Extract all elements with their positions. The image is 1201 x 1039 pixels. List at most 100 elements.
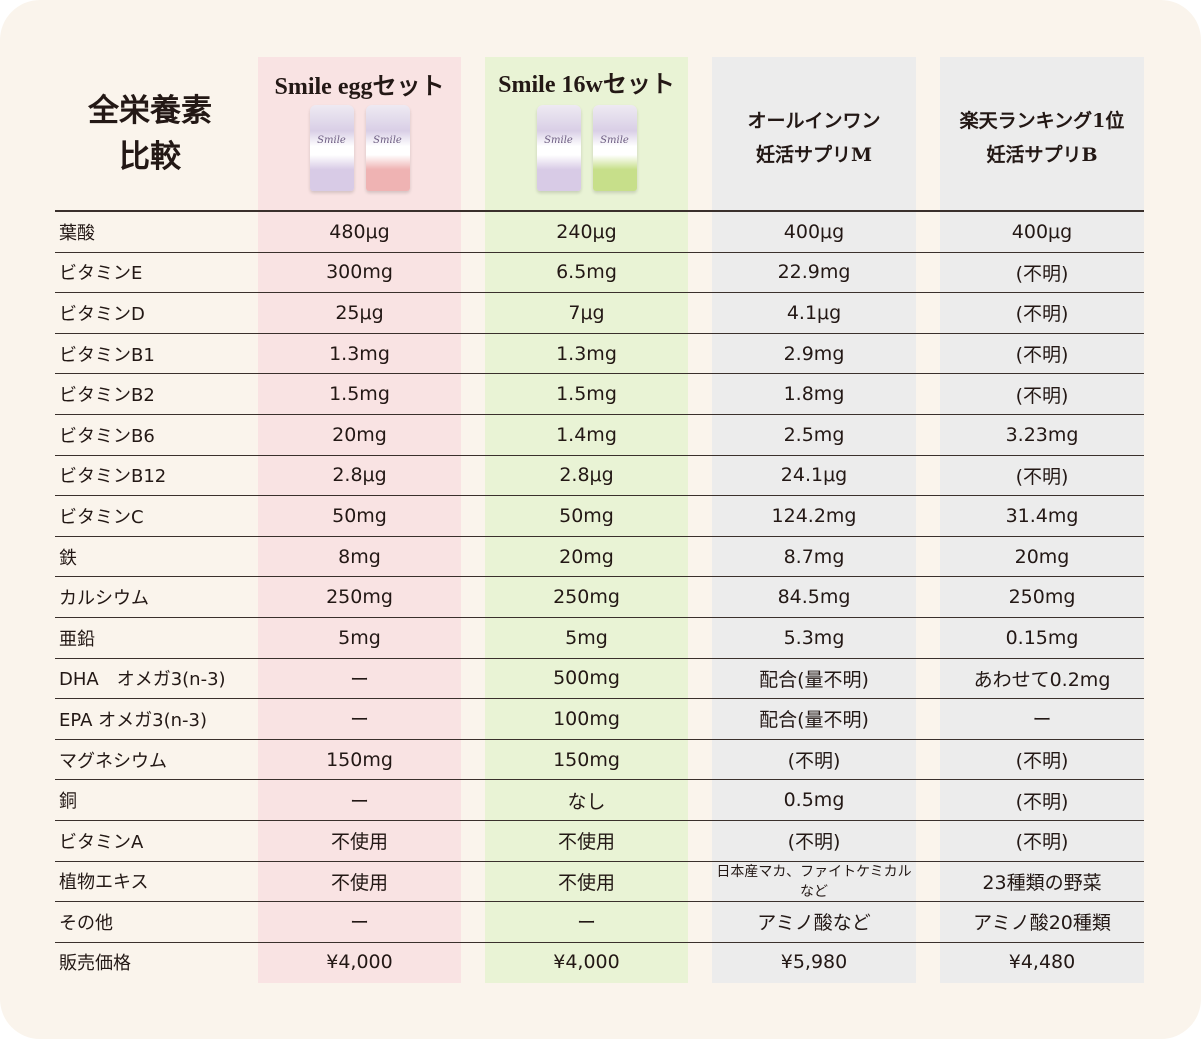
table-row: 販売価格 ¥4,000 ¥4,000 ¥5,980 ¥4,480: [55, 943, 1144, 983]
table-row: ビタミンC 50mg 50mg 124.2mg 31.4mg: [55, 496, 1144, 537]
smile-egg-value: 5mg: [338, 626, 381, 649]
competitor-m-value: 400μg: [783, 220, 845, 243]
table-row: ビタミンB2 1.5mg 1.5mg 1.8mg (不明): [55, 374, 1144, 415]
nutrient-label: ビタミンB12: [59, 466, 167, 488]
smile-egg-value: 250mg: [326, 586, 393, 609]
header-line: 楽天ランキング1位: [959, 110, 1125, 132]
table-row: DHA オメガ3(n-3) ー 500mg 配合(量不明) あわせて0.2mg: [55, 659, 1144, 700]
nutrient-label: 販売価格: [59, 953, 131, 975]
smile-16w-value: 1.4mg: [556, 423, 617, 446]
smile-egg-value: ー: [349, 912, 369, 935]
nutrient-label: ビタミンA: [59, 831, 144, 853]
competitor-b-value: 0.15mg: [1005, 626, 1079, 649]
nutrient-label: ビタミンD: [59, 303, 145, 325]
smile-16w-value: 50mg: [559, 504, 614, 527]
title-line: 比較: [119, 139, 181, 175]
smile-16w-value: 7μg: [568, 301, 605, 324]
table-row: 亜鉛 5mg 5mg 5.3mg 0.15mg: [55, 618, 1144, 659]
competitor-b-value: (不明): [1015, 303, 1069, 326]
competitor-m-value: 5.3mg: [783, 626, 845, 649]
smile-egg-value: 50mg: [332, 504, 387, 527]
smile-16w-value: 不使用: [557, 871, 615, 894]
table-row: マグネシウム 150mg 150mg (不明) (不明): [55, 740, 1144, 781]
table-row: 葉酸 480μg 240μg 400μg 400μg: [55, 212, 1144, 253]
smile-egg-value: 1.5mg: [329, 383, 390, 406]
pouch-image: Smile: [592, 105, 637, 191]
smile-egg-value: 不使用: [330, 831, 388, 854]
competitor-m-value: 22.9mg: [777, 261, 851, 284]
smile-16w-value: 1.5mg: [556, 383, 617, 406]
competitor-b-value: 31.4mg: [1005, 504, 1079, 527]
nutrient-label: DHA オメガ3(n-3): [59, 669, 226, 691]
nutrient-table: 葉酸 480μg 240μg 400μg 400μg ビタミンE 300mg 6.5mg 22.…: [55, 212, 1144, 982]
smile-egg-value: 300mg: [326, 261, 393, 284]
table-row: その他 ー ー アミノ酸など アミノ酸20種類: [55, 902, 1144, 943]
competitor-m-value: 1.8mg: [783, 383, 845, 406]
competitor-m-value: 配合(量不明): [759, 668, 869, 691]
smile-egg-value: ー: [349, 790, 369, 813]
smile-16w-value: 2.8μg: [559, 464, 614, 487]
smile-16w-value: 1.3mg: [556, 342, 617, 365]
competitor-m-value: 84.5mg: [777, 586, 851, 609]
pouch-logo: Smile: [373, 135, 402, 146]
smile-egg-value: 20mg: [332, 423, 387, 446]
nutrient-label: EPA オメガ3(n-3): [59, 709, 207, 731]
nutrient-label: ビタミンB2: [59, 385, 155, 407]
smile-16w-value: 500mg: [553, 667, 620, 690]
competitor-b-value: (不明): [1015, 384, 1069, 407]
smile-egg-value: ¥4,000: [326, 951, 393, 974]
nutrient-label: 葉酸: [59, 222, 95, 244]
nutrient-label: ビタミンE: [59, 263, 143, 285]
smile-16w-value: ー: [576, 912, 596, 935]
nutrient-label: 銅: [59, 791, 77, 813]
competitor-b-value: (不明): [1015, 750, 1069, 773]
smile-16w-value: 100mg: [553, 707, 620, 730]
table-row: 銅 ー なし 0.5mg (不明): [55, 780, 1144, 821]
competitor-b-value: ー: [1032, 709, 1052, 732]
smile-16w-value: なし: [567, 790, 606, 813]
nutrient-label: 植物エキス: [59, 872, 149, 894]
table-row: ビタミンA 不使用 不使用 (不明) (不明): [55, 821, 1144, 862]
smile-16w-value: ¥4,000: [553, 951, 620, 974]
smile-16w-value: 240μg: [556, 220, 617, 243]
title-line: 全栄養素: [88, 93, 212, 129]
pouch-logo: Smile: [544, 135, 573, 146]
table-row: ビタミンE 300mg 6.5mg 22.9mg (不明): [55, 253, 1144, 294]
smile-16w-value: 6.5mg: [556, 261, 617, 284]
competitor-m-value: 0.5mg: [783, 789, 845, 812]
competitor-m-value: 日本産マカ、ファイトケミカルなど: [716, 864, 912, 901]
header-line: 妊活サプリM: [755, 144, 873, 166]
table-row: 植物エキス 不使用 不使用 日本産マカ、ファイトケミカルなど 23種類の野菜: [55, 862, 1144, 903]
competitor-m-value: (不明): [787, 831, 841, 854]
smile-16w-value: 250mg: [553, 586, 620, 609]
smile-egg-header: Smile eggセット: [274, 74, 445, 100]
competitor-b-value: 23種類の野菜: [982, 871, 1102, 894]
pouch-logo: Smile: [600, 135, 629, 146]
competitor-m-value: ¥5,980: [780, 951, 848, 974]
competitor-m-value: 配合(量不明): [759, 709, 869, 732]
table-row: EPA オメガ3(n-3) ー 100mg 配合(量不明) ー: [55, 699, 1144, 740]
table-row: 鉄 8mg 20mg 8.7mg 20mg: [55, 537, 1144, 578]
competitor-m-value: 8.7mg: [783, 545, 845, 568]
competitor-b-value: ¥4,480: [1008, 951, 1076, 974]
table-title: 全栄養素 比較: [55, 88, 245, 180]
competitor-m-value: 2.5mg: [783, 423, 845, 446]
pouch-image: Smile: [365, 105, 410, 191]
competitor-m-value: 4.1μg: [786, 301, 842, 324]
table-row: ビタミンD 25μg 7μg 4.1μg (不明): [55, 293, 1144, 334]
nutrient-label: 亜鉛: [59, 628, 95, 650]
competitor-b-value: (不明): [1015, 344, 1069, 367]
nutrient-label: ビタミンB1: [59, 344, 155, 366]
table-row: ビタミンB6 20mg 1.4mg 2.5mg 3.23mg: [55, 415, 1144, 456]
competitor-b-value: アミノ酸20種類: [973, 912, 1111, 935]
smile-egg-value: 1.3mg: [329, 342, 390, 365]
smile-egg-value: 2.8μg: [332, 464, 387, 487]
smile-16w-value: 不使用: [557, 831, 615, 854]
smile-egg-value: 25μg: [335, 301, 384, 324]
competitor-m-value: 124.2mg: [771, 504, 857, 527]
competitor-m-value: 24.1μg: [780, 464, 848, 487]
smile-16w-value: 150mg: [553, 748, 620, 771]
competitor-m-value: 2.9mg: [783, 342, 845, 365]
smile-egg-value: 8mg: [338, 545, 381, 568]
